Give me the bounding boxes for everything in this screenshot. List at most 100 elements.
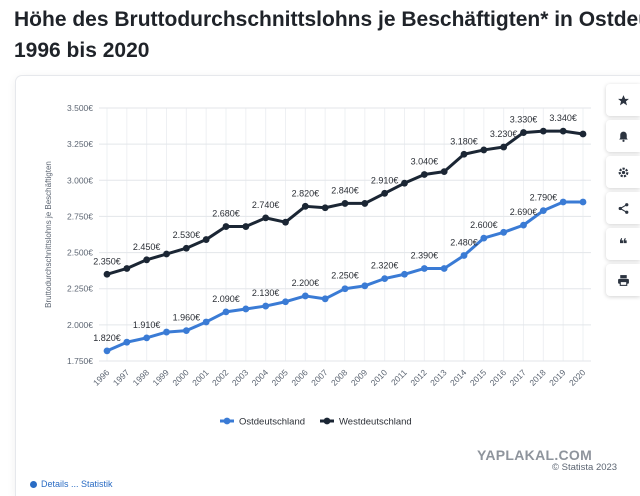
line-chart: 1.750€ 2.000€ 2.250€ 2.500€ 2.750€ 3.000€ 3.25… [44,103,591,428]
data-point-westdeutschland [321,204,329,212]
data-label-westdeutschland: 3.040€ [411,157,439,167]
data-label-ostdeutschland: 2.320€ [371,261,399,271]
x-tick-label: 1999 [150,367,171,388]
y-tick-label: 3.250€ [67,139,93,149]
data-label-westdeutschland: 2.910€ [371,175,399,185]
data-point-westdeutschland [262,214,270,222]
data-label-westdeutschland: 2.820€ [292,188,320,198]
y-axis-label: Bruttodurchschnittslohns je Beschäftigte… [44,161,53,308]
legend-swatch-dot [223,417,231,425]
gear-icon[interactable] [606,156,640,188]
y-tick-label: 2.750€ [67,211,93,221]
data-label-ostdeutschland: 2.600€ [470,220,498,230]
statista-copyright[interactable]: © Statista 2023 [552,462,618,473]
data-point-westdeutschland [301,202,309,210]
data-point-ostdeutschland [559,198,567,206]
data-point-westdeutschland [460,150,468,158]
data-point-westdeutschland [282,218,289,226]
data-point-ostdeutschland [579,198,587,206]
data-point-westdeutschland [222,223,230,230]
data-point-ostdeutschland [480,234,488,242]
data-label-westdeutschland: 2.840€ [331,185,359,195]
data-point-ostdeutschland [301,292,309,300]
x-tick-label: 2018 [527,367,548,388]
watermark: YAPLAKAL.COM [477,447,593,463]
page-title: Höhe des Bruttodurchschnittslohns je Bes… [14,4,640,66]
data-label-westdeutschland: 2.680€ [212,209,240,219]
data-point-ostdeutschland [262,302,270,310]
data-point-westdeutschland [202,236,210,243]
data-point-ostdeutschland [222,308,230,316]
data-label-westdeutschland: 3.340€ [549,113,577,123]
x-tick-label: 2019 [547,367,568,388]
data-point-ostdeutschland [539,207,547,215]
x-tick-label: 2003 [230,367,251,388]
data-point-ostdeutschland [420,265,428,272]
star-icon[interactable] [606,84,640,116]
grid-lines [99,107,591,362]
data-point-westdeutschland [143,256,151,264]
data-point-ostdeutschland [460,252,468,259]
legend-swatch-dot [323,417,331,425]
x-tick-label: 2007 [309,367,330,388]
data-point-westdeutschland [341,200,349,207]
print-icon[interactable] [606,264,640,296]
x-tick-label: 2005 [269,367,290,388]
data-point-westdeutschland [103,270,111,278]
x-tick-label: 1996 [91,367,112,388]
info-dot-icon [30,481,37,489]
series-ostdeutschland [103,198,587,355]
data-point-ostdeutschland [143,334,151,342]
data-point-ostdeutschland [361,282,369,290]
data-label-ostdeutschland: 2.790€ [530,193,558,203]
data-point-westdeutschland [123,265,131,272]
data-label-westdeutschland: 2.450€ [133,242,161,252]
data-point-westdeutschland [401,179,408,187]
data-point-ostdeutschland [163,328,170,336]
data-point-westdeutschland [182,244,190,252]
data-point-ostdeutschland [341,285,349,293]
data-label-westdeutschland: 2.740€ [252,200,280,210]
x-tick-label: 2004 [250,367,271,388]
data-point-ostdeutschland [500,228,508,236]
y-tick-label: 3.000€ [67,175,93,185]
data-point-ostdeutschland [202,318,210,326]
data-label-ostdeutschland: 2.480€ [450,237,478,247]
chart-legend [220,417,334,425]
data-point-westdeutschland [420,171,428,178]
x-tick-label: 2000 [170,367,191,388]
y-tick-label: 1.750€ [67,356,93,366]
data-label-westdeutschland: 3.180€ [450,136,478,146]
x-tick-label: 2009 [349,367,370,388]
data-label-westdeutschland: 3.230€ [490,129,518,139]
data-label-westdeutschland: 2.530€ [173,230,201,240]
data-label-ostdeutschland: 1.910€ [133,320,161,330]
page-title-line1: Höhe des Bruttodurchschnittslohns je Bes… [14,8,640,31]
x-tick-label: 2011 [389,367,409,387]
x-tick-label: 2001 [190,367,211,388]
x-tick-label: 2014 [448,367,469,388]
x-tick-label: 2013 [428,367,449,388]
data-label-ostdeutschland: 1.960€ [173,313,201,323]
data-point-ostdeutschland [440,265,448,272]
data-label-ostdeutschland: 1.820€ [93,333,121,343]
data-point-westdeutschland [381,189,389,197]
data-point-ostdeutschland [520,221,527,229]
bell-icon[interactable] [606,120,640,152]
details-link[interactable]: Details ... Statistik [30,479,113,489]
data-point-ostdeutschland [321,295,329,303]
data-point-westdeutschland [440,168,448,176]
details-link-label: Details ... Statistik [41,479,113,489]
data-label-ostdeutschland: 2.200€ [292,278,320,288]
data-label-ostdeutschland: 2.250€ [331,271,359,281]
data-point-ostdeutschland [123,338,131,346]
share-icon[interactable] [606,192,640,224]
data-point-ostdeutschland [381,275,389,282]
data-point-ostdeutschland [401,270,408,278]
x-tick-label: 2016 [488,367,509,388]
quote-icon[interactable]: ❝ [606,228,640,260]
data-point-ostdeutschland [182,327,190,335]
series-westdeutschland [103,127,587,278]
x-tick-label: 2008 [329,367,350,388]
side-toolbar: ❝ [606,84,640,296]
